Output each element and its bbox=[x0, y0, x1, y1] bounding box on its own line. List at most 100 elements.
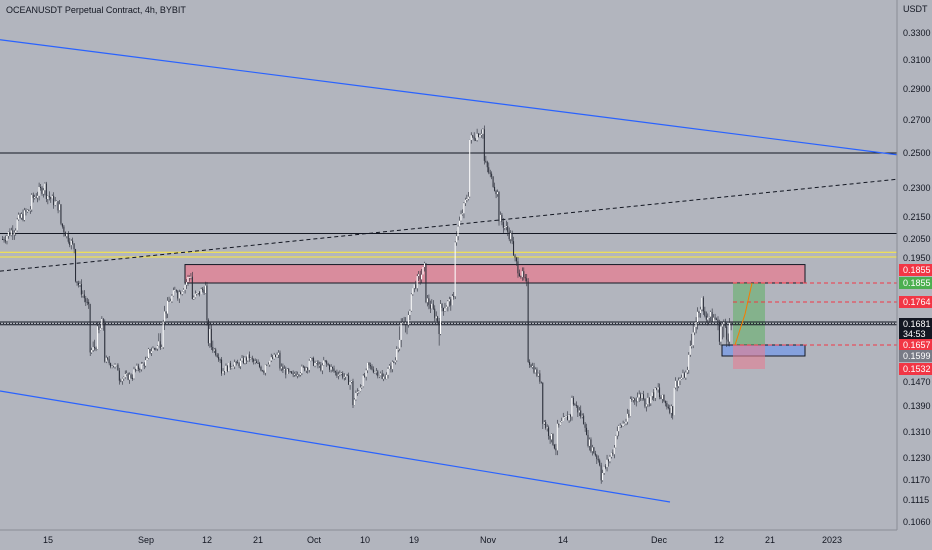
candle-body bbox=[209, 329, 211, 344]
candle-body bbox=[378, 375, 380, 377]
candle-body bbox=[634, 398, 636, 401]
candle-body bbox=[461, 213, 463, 215]
candle-body bbox=[568, 414, 570, 421]
candle-body bbox=[146, 358, 148, 361]
candle-body bbox=[285, 368, 287, 375]
candle-body bbox=[391, 361, 393, 370]
candle-body bbox=[283, 368, 285, 371]
time-tick-label: 15 bbox=[43, 535, 53, 545]
candle-body bbox=[83, 294, 85, 299]
candle-body bbox=[308, 360, 310, 370]
candle-body bbox=[75, 249, 77, 282]
candle-body bbox=[469, 139, 471, 197]
candle-body bbox=[215, 349, 217, 356]
candle-body bbox=[476, 133, 478, 141]
candle-body bbox=[238, 363, 240, 367]
candle-body bbox=[664, 401, 666, 404]
candle-body bbox=[437, 316, 439, 322]
time-tick-label: 10 bbox=[360, 535, 370, 545]
candle-body bbox=[91, 350, 93, 353]
candle-body bbox=[95, 347, 97, 350]
candle-body bbox=[683, 373, 685, 378]
price-tag-label: 34:53 bbox=[903, 329, 926, 339]
levels-layer bbox=[0, 39, 898, 503]
candle-body bbox=[364, 375, 366, 377]
candle-body bbox=[264, 364, 266, 373]
price-axis[interactable]: 0.3300 0.3100 0.2900 0.2700 0.2500 0.2300 0.21… bbox=[903, 28, 931, 527]
candle-body bbox=[520, 276, 522, 278]
candle-body bbox=[715, 318, 717, 320]
candle-body bbox=[148, 349, 150, 359]
price-tag-red bbox=[899, 296, 932, 308]
upper-channel-trendline[interactable] bbox=[0, 39, 898, 156]
candle-body bbox=[419, 274, 421, 280]
candle-body bbox=[70, 240, 72, 246]
price-tag-red bbox=[899, 363, 932, 375]
candle-body bbox=[402, 322, 404, 324]
candle-body bbox=[222, 371, 224, 374]
time-tick-label: 12 bbox=[714, 535, 724, 545]
candle-body bbox=[510, 233, 512, 240]
candle-body bbox=[353, 399, 355, 406]
candle-body bbox=[637, 397, 639, 402]
candle-body bbox=[156, 345, 158, 349]
candle-body bbox=[302, 366, 304, 368]
candle-body bbox=[502, 222, 504, 228]
candle-body bbox=[247, 354, 249, 361]
price-tag-label: 0.1681 bbox=[903, 319, 931, 329]
candle-body bbox=[429, 304, 431, 309]
candle-body bbox=[680, 377, 682, 380]
candle-body bbox=[365, 370, 367, 377]
price-tag-grey bbox=[899, 350, 932, 362]
candle-body bbox=[348, 375, 350, 385]
candle-body bbox=[159, 341, 161, 349]
candle-body bbox=[206, 285, 208, 321]
candle-body bbox=[432, 303, 434, 309]
candle-body bbox=[701, 297, 703, 310]
candle-body bbox=[431, 303, 433, 309]
candle-body bbox=[199, 291, 201, 295]
candle-body bbox=[434, 308, 436, 319]
candle-body bbox=[559, 422, 561, 426]
candle-body bbox=[3, 239, 5, 241]
candle-body bbox=[218, 356, 220, 360]
candle-body bbox=[676, 380, 678, 387]
price-tick-label: 0.1115 bbox=[903, 495, 929, 505]
candle-body bbox=[626, 413, 628, 422]
candle-body bbox=[383, 376, 385, 379]
supply-zone[interactable] bbox=[184, 264, 806, 284]
candle-body bbox=[234, 362, 236, 367]
candle-body bbox=[150, 351, 152, 353]
candle-body bbox=[404, 322, 407, 324]
candle-body bbox=[26, 209, 28, 212]
candle-body bbox=[291, 371, 293, 374]
price-tag-label: 0.1657 bbox=[903, 340, 931, 350]
candle-body bbox=[406, 322, 408, 325]
candle-body bbox=[10, 230, 12, 236]
candle-body bbox=[57, 201, 59, 211]
candle-body bbox=[169, 301, 171, 303]
candle-body bbox=[422, 266, 424, 275]
position-stop-zone[interactable] bbox=[733, 345, 765, 369]
candle-body bbox=[542, 382, 544, 424]
lower-channel-trendline[interactable] bbox=[0, 390, 671, 503]
candle-body bbox=[685, 372, 687, 378]
candle-body bbox=[511, 233, 513, 242]
candle-body bbox=[197, 291, 199, 293]
candle-body bbox=[48, 195, 50, 198]
time-axis[interactable]: 15 Sep 12 21 Oct 10 19 Nov 14 Dec 12 21 2023 bbox=[43, 535, 842, 545]
candle-body bbox=[261, 370, 263, 372]
candle-body bbox=[642, 394, 644, 399]
candle-body bbox=[324, 360, 326, 362]
time-tick-label: 2023 bbox=[822, 535, 842, 545]
candle-body bbox=[523, 271, 525, 278]
candle-body bbox=[567, 416, 569, 421]
price-tick-label: 0.2900 bbox=[903, 84, 931, 94]
candle-body bbox=[426, 298, 428, 303]
candle-body bbox=[99, 328, 101, 330]
candle-body bbox=[39, 187, 42, 189]
candle-body bbox=[80, 284, 82, 295]
candle-body bbox=[158, 341, 160, 346]
dashed-rising-trendline[interactable] bbox=[0, 178, 898, 272]
